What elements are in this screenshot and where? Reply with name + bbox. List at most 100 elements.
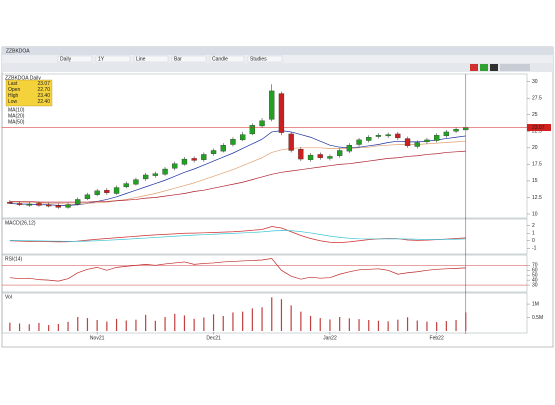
candle-body <box>433 135 440 141</box>
candle-body <box>414 142 420 147</box>
candle-body <box>453 129 459 132</box>
button[interactable] <box>480 64 488 71</box>
bar <box>261 307 263 331</box>
panel-frame <box>1 73 528 219</box>
bar <box>48 325 50 331</box>
bar <box>154 320 156 331</box>
line <box>9 258 466 282</box>
line <box>9 140 466 205</box>
candle-body <box>162 168 168 175</box>
bar <box>329 319 331 331</box>
bar <box>212 314 215 331</box>
bar <box>67 321 69 331</box>
panel-frame <box>1 292 528 334</box>
info-label: Open <box>8 87 20 93</box>
tool-button[interactable] <box>247 55 283 63</box>
candle-body <box>191 158 197 161</box>
y-tick-label: 30 <box>532 282 538 288</box>
bar <box>445 321 447 331</box>
bar <box>339 317 341 331</box>
bar <box>300 311 302 331</box>
y-tick-label: 0 <box>532 238 535 244</box>
candle-body <box>443 131 450 137</box>
info-label: Last <box>8 81 18 87</box>
y-tick-label: 60 <box>532 268 538 274</box>
bar <box>57 324 59 331</box>
bar <box>9 322 11 331</box>
y-tick-label: 40 <box>532 277 538 283</box>
bar <box>125 320 127 331</box>
panel-frame <box>1 254 528 293</box>
info-box <box>5 79 53 107</box>
candle-body <box>317 154 323 158</box>
bar <box>309 315 312 331</box>
candle-body <box>346 145 353 152</box>
bar <box>377 320 380 331</box>
candle-body <box>36 203 42 206</box>
x-tick-label: Feb22 <box>430 335 444 341</box>
button[interactable] <box>490 64 498 71</box>
x-tick-label: Nov21 <box>90 335 105 341</box>
bar <box>96 319 98 331</box>
bar <box>164 317 166 331</box>
y-tick-label: 17.5 <box>532 162 542 168</box>
candle-body <box>395 133 401 139</box>
bar <box>28 324 30 331</box>
bar <box>406 317 409 331</box>
candle-body <box>259 120 265 127</box>
tool-button[interactable] <box>171 55 207 63</box>
candle-body <box>181 158 188 165</box>
tool-button[interactable] <box>57 55 93 63</box>
bar <box>397 319 399 331</box>
candle-body <box>152 173 159 176</box>
button[interactable] <box>500 64 530 71</box>
y-tick-label: 1M <box>532 301 539 307</box>
legend-label: MA(20) <box>8 113 25 119</box>
candle-body <box>55 205 61 208</box>
candle-body <box>113 187 120 194</box>
info-label: High <box>8 93 19 99</box>
panel-title: Vol <box>5 294 12 300</box>
candle-body <box>269 90 275 120</box>
candle-body <box>307 154 314 160</box>
bar <box>18 323 21 331</box>
candle-body <box>424 139 430 143</box>
candle-body <box>75 199 81 205</box>
candle-body <box>84 194 91 199</box>
tool-button[interactable] <box>209 55 245 63</box>
bar <box>436 322 438 331</box>
bar <box>77 317 79 331</box>
panel-frame <box>1 218 528 255</box>
candle-body <box>46 204 52 207</box>
info-value: 23.07 <box>37 81 50 87</box>
candle-body <box>201 154 207 160</box>
y-tick-label: 25 <box>532 112 538 118</box>
candle-body <box>298 148 304 160</box>
legend-label: MA(50) <box>8 119 25 125</box>
tool-label[interactable]: Studies <box>250 57 267 63</box>
bar <box>222 315 224 331</box>
x-tick-label: Dec21 <box>206 335 221 341</box>
bar <box>145 314 147 331</box>
panel-title: ZZBKDOA Daily <box>5 75 41 81</box>
y-tick-label: 20 <box>532 145 538 151</box>
tool-label[interactable]: 1Y <box>98 57 105 63</box>
candle-body <box>278 93 285 133</box>
legend-label: MA(10) <box>8 107 25 113</box>
candle-body <box>327 156 333 159</box>
button[interactable] <box>470 64 478 71</box>
info-label: Low <box>8 99 18 105</box>
candle-body <box>142 174 149 180</box>
y-tick-label: 2 <box>532 223 535 229</box>
tool-label[interactable]: Line <box>136 57 146 63</box>
bar <box>115 318 118 331</box>
tool-button[interactable] <box>95 55 131 63</box>
bar <box>271 297 273 331</box>
tool-label[interactable]: Daily <box>60 57 72 63</box>
bar <box>387 321 389 331</box>
candle-body <box>7 201 13 204</box>
tool-label[interactable]: Candle <box>212 57 228 63</box>
tool-label[interactable]: Bar <box>174 57 182 63</box>
tool-button[interactable] <box>133 55 169 63</box>
